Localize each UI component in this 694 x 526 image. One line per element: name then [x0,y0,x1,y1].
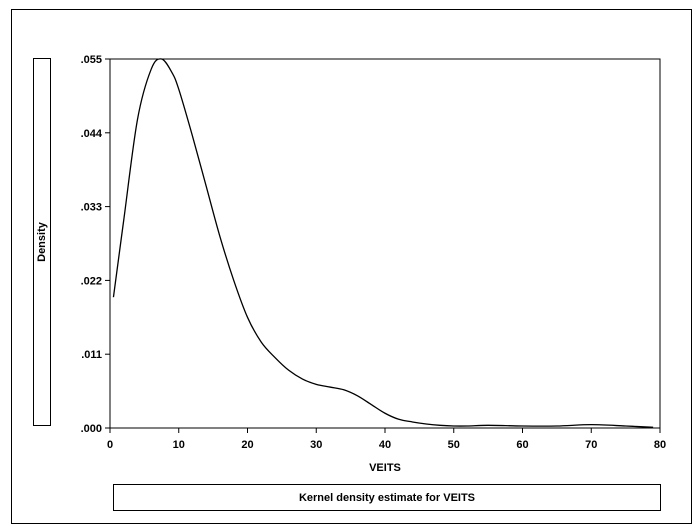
x-tick-label: 60 [516,439,528,451]
x-tick-label: 0 [107,439,113,451]
y-ticks: .000 .011 .022 .033 .044 .055 [81,54,110,435]
x-tick-label: 10 [173,439,185,451]
x-ticks: 0 10 20 30 40 50 60 70 80 [107,428,666,451]
chart-frame [11,9,692,524]
axes [109,58,661,429]
x-tick-label: 20 [241,439,253,451]
x-tick-label: 30 [310,439,322,451]
x-tick-label: 70 [585,439,597,451]
y-tick-label: .033 [81,202,102,214]
x-tick-label: 50 [448,439,460,451]
y-tick-label: .011 [81,349,102,361]
chart-caption: Kernel density estimate for VEITS [113,484,661,511]
x-axis-title: VEITS [369,462,401,474]
plot-area-border [109,58,661,429]
y-tick-label: .055 [81,54,102,66]
y-tick-label: .044 [81,128,103,140]
y-axis-label-box [33,58,51,426]
x-tick-label: 80 [654,439,666,451]
y-tick-label: .022 [81,275,102,287]
density-curve [112,58,654,428]
y-tick-label: .000 [81,423,102,435]
x-tick-label: 40 [379,439,391,451]
